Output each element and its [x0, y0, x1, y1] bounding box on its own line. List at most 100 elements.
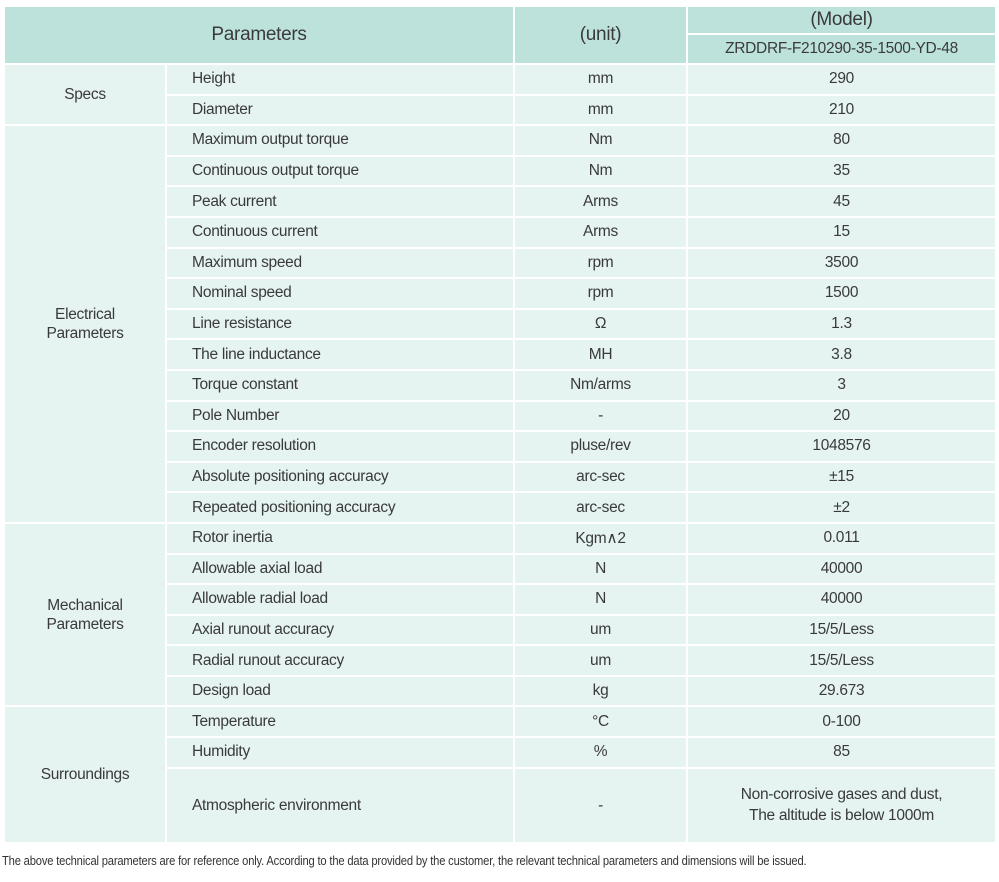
group-label: Surroundings	[3, 705, 167, 844]
param-name: Temperature	[164, 705, 516, 739]
unit-cell: °C	[513, 705, 689, 739]
param-name: Axial runout accuracy	[164, 613, 516, 647]
param-name: Humidity	[164, 736, 516, 769]
table-row: Specs Height mm 290	[3, 62, 997, 127]
value-cell: 80	[686, 124, 997, 157]
value-cell: 210	[686, 93, 997, 127]
unit-cell: um	[513, 644, 689, 677]
value-cell: 0-100	[686, 705, 997, 739]
unit-cell: mm	[513, 63, 689, 96]
unit-cell: Arms	[513, 185, 689, 218]
param-name: Repeated positioning accuracy	[164, 491, 516, 524]
unit-cell: Ω	[513, 307, 689, 341]
param-name: Maximum speed	[164, 246, 516, 280]
table-row: Torque constant Nm/arms 3	[4, 368, 997, 402]
value-cell: ±15	[686, 460, 997, 494]
header-parameters: Parameters	[2, 5, 516, 65]
unit-cell: mm	[513, 93, 689, 127]
table-row: Electrical Parameters Maximum output torq…	[3, 124, 997, 524]
unit-cell: pluse/rev	[513, 430, 689, 463]
param-name: Design load	[164, 674, 516, 708]
value-cell: 0.011	[686, 521, 997, 555]
unit-cell: rpm	[513, 277, 689, 310]
unit-cell: -	[513, 399, 689, 433]
param-name: Height	[164, 63, 516, 96]
table-row: Pole Number -20	[4, 399, 997, 433]
table-row: Mechanical Parameters Rotor inertia Kgm∧2 0…	[3, 521, 997, 708]
footer-note: The above technical parameters are for r…	[2, 853, 807, 868]
value-cell: 40000	[686, 552, 997, 586]
table-row: Line resistance Ω 1.3	[4, 307, 997, 341]
unit-cell: Nm	[513, 124, 689, 157]
spec-table: Parameters (unit) (Model) ZRDDRF-F210290…	[2, 5, 997, 844]
value-cell: 45	[686, 185, 997, 218]
unit-cell: Nm	[513, 154, 689, 188]
param-name: Line resistance	[164, 307, 516, 341]
param-name: Diameter	[164, 93, 516, 127]
value-cell: 29.673	[686, 674, 997, 708]
value-cell: 3500	[686, 246, 997, 280]
table-row: Humidity% 85	[4, 736, 997, 769]
value-cell: 15/5/Less	[686, 644, 997, 677]
value-cell: 290	[686, 63, 997, 96]
table-row: Peak current Arms 45	[4, 185, 997, 218]
group-label: Mechanical Parameters	[3, 521, 167, 708]
unit-cell: rpm	[513, 246, 689, 280]
table-row: Design load kg 29.673	[4, 674, 997, 708]
param-name: Atmospheric environment	[164, 766, 516, 844]
value-cell: 1048576	[686, 430, 997, 463]
value-cell: Non-corrosive gases and dust, The altitu…	[686, 766, 997, 844]
value-cell: ±2	[686, 491, 997, 524]
value-cell: 15	[686, 215, 997, 249]
unit-cell: arc-sec	[513, 491, 689, 524]
unit-cell: MH	[513, 338, 689, 371]
table-row: Diameter mm 210	[4, 93, 997, 127]
param-name: Maximum output torque	[164, 124, 516, 157]
value-cell: 3.8	[686, 338, 997, 371]
table-row: The line inductance MH 3.8	[4, 338, 997, 371]
param-name: Continuous output torque	[164, 154, 516, 188]
table-row: Continuous current Arms 15	[4, 215, 997, 249]
unit-cell: Arms	[513, 215, 689, 249]
unit-cell: N	[513, 552, 689, 586]
unit-cell: kg	[513, 674, 689, 708]
group-label: Electrical Parameters	[3, 124, 167, 524]
value-cell: 85	[686, 736, 997, 769]
table-body: Specs Height mm 290 Diameter mm 210 Electrical …	[3, 62, 997, 844]
value-cell: 1.3	[686, 307, 997, 341]
param-name: The line inductance	[164, 338, 516, 371]
param-name: Rotor inertia	[164, 521, 516, 555]
value-cell: 20	[686, 399, 997, 433]
table-row: Nominal speed rpm 1500	[4, 277, 997, 310]
table-row: Continuous output torque Nm 35	[4, 154, 997, 188]
group-label: Specs	[3, 62, 167, 127]
param-name: Radial runout accuracy	[164, 644, 516, 677]
value-cell: 40000	[686, 583, 997, 616]
param-name: Pole Number	[164, 399, 516, 433]
param-name: Allowable radial load	[164, 583, 516, 616]
param-name: Encoder resolution	[164, 430, 516, 463]
param-name: Allowable axial load	[164, 552, 516, 586]
unit-cell: %	[513, 736, 689, 769]
header-unit: (unit)	[513, 5, 689, 65]
value-cell: 35	[686, 154, 997, 188]
table-row: Axial runout accuracy um 15/5/Less	[4, 613, 997, 647]
value-cell: 3	[686, 368, 997, 402]
unit-cell: Kgm∧2	[513, 521, 689, 555]
param-name: Peak current	[164, 185, 516, 218]
param-name: Nominal speed	[164, 277, 516, 310]
table-row: Repeated positioning accuracy arc-sec ±2	[4, 491, 997, 524]
value-cell: 15/5/Less	[686, 613, 997, 647]
param-name: Absolute positioning accuracy	[164, 460, 516, 494]
table-row: Radial runout accuracy um 15/5/Less	[4, 644, 997, 677]
unit-cell: -	[513, 766, 689, 844]
unit-cell: arc-sec	[513, 460, 689, 494]
table-row: Surroundings Temperature °C 0-100	[3, 705, 997, 844]
table-row: Absolute positioning accuracy arc-sec ±15	[4, 460, 997, 494]
unit-cell: N	[513, 583, 689, 616]
unit-cell: Nm/arms	[513, 368, 689, 402]
unit-cell: um	[513, 613, 689, 647]
table-row: Atmospheric environment - Non-corrosive ga…	[4, 766, 997, 844]
table-row: Encoder resolution pluse/rev 1048576	[4, 430, 997, 463]
header-model-name: ZRDDRF-F210290-35-1500-YD-48	[686, 33, 997, 65]
